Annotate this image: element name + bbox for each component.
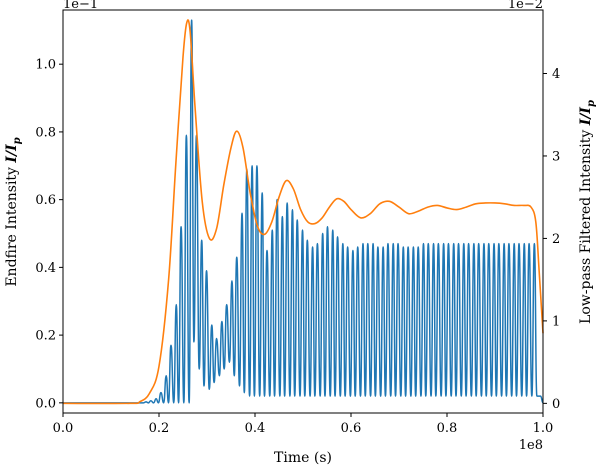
left-y-axis: 0.0 0.2 0.4 0.6 0.8 1.0 [35, 58, 63, 411]
left-y-tick-label: 1.0 [35, 58, 56, 73]
plot-area [62, 9, 544, 414]
right-y-axis-label: Low-pass Filtered Intensity I/Ip [578, 100, 597, 324]
left-y-label-slash: / [4, 149, 20, 158]
x-tick-label: 0.8 [437, 421, 458, 436]
right-y-tick-label: 3 [552, 149, 560, 164]
series-layer [62, 19, 544, 405]
right-y-label-slash: / [578, 112, 594, 121]
right-y-label-sub: p [586, 100, 597, 107]
x-offset-label: 1e8 [519, 438, 543, 453]
right-y-tick-label: 2 [552, 232, 560, 247]
left-y-tick-label: 0.6 [35, 193, 56, 208]
right-y-label-i: I [578, 118, 594, 126]
x-axis-label: Time (s) [274, 450, 332, 466]
right-y-label-ip: I [578, 107, 594, 115]
x-tick-label: 1.0 [533, 421, 554, 436]
endfire-intensity-line [62, 19, 544, 404]
x-axis: 0.0 0.2 0.4 0.6 0.8 1.0 [53, 413, 554, 436]
left-y-label-ip: I [4, 144, 20, 152]
low-pass-filtered-line [62, 19, 544, 405]
left-y-tick-label: 0.2 [35, 329, 56, 344]
right-y-tick-label: 4 [552, 67, 560, 82]
plot-frame [62, 9, 544, 414]
right-y-tick-label: 0 [552, 397, 560, 412]
right-y-axis: 0 1 2 3 4 [543, 67, 560, 412]
x-tick-label: 0.2 [149, 421, 170, 436]
x-tick-label: 0.4 [245, 421, 266, 436]
left-y-tick-label: 0.4 [35, 261, 56, 276]
left-y-label-sub: p [12, 137, 23, 144]
right-y-offset-label: 1e−2 [508, 0, 543, 12]
x-tick-label: 0.6 [341, 421, 362, 436]
left-y-tick-label: 0.8 [35, 125, 56, 140]
x-tick-label: 0.0 [53, 421, 74, 436]
right-y-tick-label: 1 [552, 314, 560, 329]
left-y-tick-label: 0.0 [35, 396, 56, 411]
left-y-axis-label: Endfire Intensity I/Ip [4, 137, 23, 286]
left-y-label-text: Endfire Intensity [4, 163, 20, 287]
left-y-label-i: I [4, 156, 20, 164]
right-y-label-text: Low-pass Filtered Intensity [578, 125, 594, 324]
left-y-offset-label: 1e−1 [63, 0, 98, 12]
